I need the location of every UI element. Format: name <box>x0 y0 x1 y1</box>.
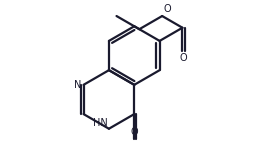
Text: HN: HN <box>93 118 107 128</box>
Text: O: O <box>180 53 187 63</box>
Text: N: N <box>74 80 81 90</box>
Text: O: O <box>163 4 171 14</box>
Text: O: O <box>130 127 138 137</box>
